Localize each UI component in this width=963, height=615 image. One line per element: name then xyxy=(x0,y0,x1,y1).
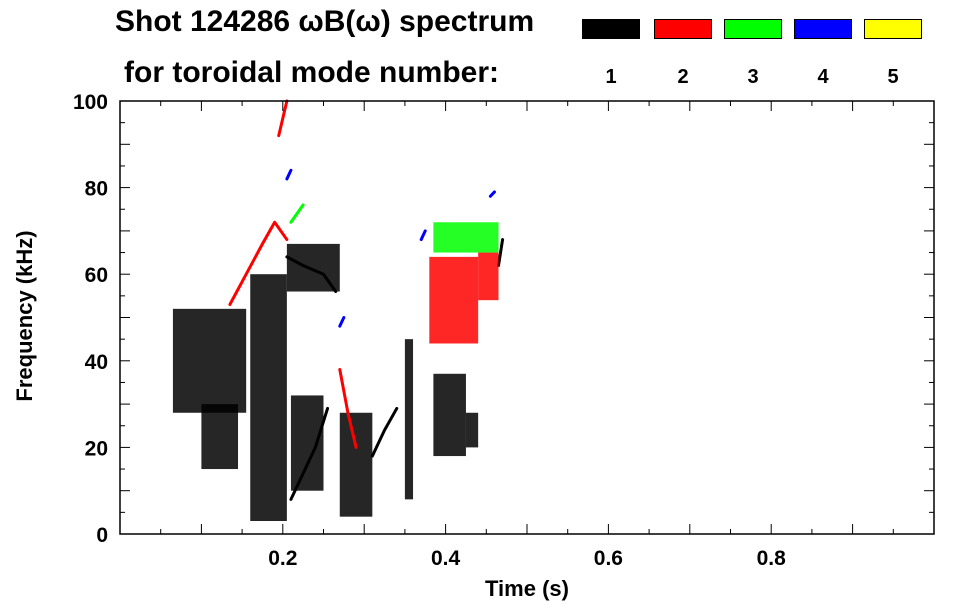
series-1-track-2 xyxy=(370,406,399,458)
x-tick-label: 0.4 xyxy=(431,547,461,570)
series-1-region-6 xyxy=(404,339,414,500)
series-4-track-2 xyxy=(488,190,496,198)
series-1-region-7 xyxy=(433,373,466,457)
x-tick-label: 0.6 xyxy=(594,547,623,570)
series-1-track-3 xyxy=(497,238,505,268)
legend-label-3: 3 xyxy=(747,66,759,88)
series-1-track-1 xyxy=(289,406,330,501)
tick-labels: 0.2 0.4 0.6 0.8 0 20 40 60 80 100 xyxy=(73,91,786,570)
legend-swatch-4 xyxy=(794,19,852,39)
chart-title-line2: for toroidal mode number: xyxy=(124,56,499,89)
x-axis-title: Time (s) xyxy=(485,576,569,601)
legend-swatch-1 xyxy=(582,19,640,39)
plot-frame xyxy=(119,100,935,535)
series-2-track-0 xyxy=(228,220,289,307)
series-1-region-0 xyxy=(172,308,247,413)
legend-label-5: 5 xyxy=(887,66,899,88)
y-tick-label: 40 xyxy=(85,351,108,374)
y-tick-label: 80 xyxy=(85,178,108,201)
series-1-region-1 xyxy=(201,404,239,470)
y-tick-label: 60 xyxy=(85,264,108,287)
series-2-region-1 xyxy=(478,252,499,301)
series-4-track-0 xyxy=(285,168,293,181)
series-1-track-0 xyxy=(285,255,338,294)
legend-label-2: 2 xyxy=(677,66,689,88)
x-tick-label: 0.2 xyxy=(268,547,297,570)
series-2-track-1 xyxy=(277,99,289,138)
y-tick-label: 100 xyxy=(73,91,108,114)
series-1-region-4 xyxy=(290,395,324,491)
series-1-region-2 xyxy=(250,274,287,522)
legend-swatch-5 xyxy=(864,19,922,39)
series-1-region-5 xyxy=(339,412,373,517)
y-tick-label: 0 xyxy=(96,524,108,547)
spectrum-marks xyxy=(172,99,505,522)
series-4-track-1 xyxy=(419,229,427,242)
legend-swatch-2 xyxy=(654,19,712,39)
y-tick-label: 20 xyxy=(85,437,108,460)
y-axis-title: Frequency (kHz) xyxy=(12,230,37,401)
axis-ticks xyxy=(120,101,934,534)
series-2-region-0 xyxy=(429,256,479,344)
series-4-track-3 xyxy=(338,316,346,328)
chart-title-line1: Shot 124286 ωB(ω) spectrum xyxy=(115,5,535,38)
series-2-track-2 xyxy=(338,367,358,449)
legend-label-4: 4 xyxy=(817,66,829,88)
series-3-region-0 xyxy=(433,222,499,253)
legend-swatch-3 xyxy=(724,19,782,39)
series-3-track-0 xyxy=(289,203,305,224)
x-tick-label: 0.8 xyxy=(757,547,787,570)
legend-label-1: 1 xyxy=(605,66,617,88)
series-1-region-8 xyxy=(465,412,479,448)
